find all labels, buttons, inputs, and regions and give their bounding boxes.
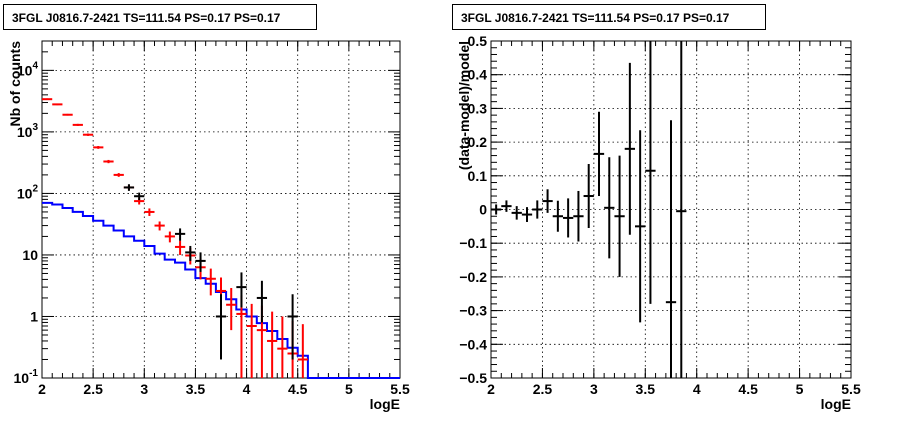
residual-point <box>676 41 687 378</box>
x-tick-label: 4 <box>693 381 701 397</box>
y-tick-label: −0.4 <box>459 336 487 352</box>
y-tick-label: 103 <box>17 122 39 140</box>
y-tick-label: 0.4 <box>468 67 488 83</box>
model-point <box>93 145 104 149</box>
model-point <box>154 221 165 231</box>
model-point <box>205 268 216 296</box>
x-tick-label: 5.5 <box>841 381 861 397</box>
model-point <box>174 240 186 255</box>
residual-point <box>563 198 574 238</box>
data-point <box>123 184 135 191</box>
y-tick-label: 104 <box>17 60 39 78</box>
model-point <box>164 231 175 243</box>
model-point <box>144 208 155 216</box>
residual-point <box>635 130 646 323</box>
x-tick-label: 3 <box>140 381 148 397</box>
model-point <box>236 295 247 378</box>
residual-point <box>542 189 553 213</box>
y-tick-label: 1 <box>30 308 38 324</box>
y-tick-label: 0 <box>479 202 487 218</box>
model-point <box>103 159 114 164</box>
model-point <box>42 98 53 101</box>
model-point <box>82 133 94 136</box>
x-tick-label: 2.5 <box>83 381 103 397</box>
data-point <box>215 294 227 360</box>
residual-point <box>501 200 512 212</box>
data-point <box>195 252 206 272</box>
y-tick-label: 0.2 <box>468 134 488 150</box>
residual-point <box>624 62 635 235</box>
y-tick-label: 0.3 <box>468 100 488 116</box>
residual-point <box>521 207 533 222</box>
residual-point <box>573 190 584 242</box>
model-point <box>277 316 288 378</box>
plot-frame <box>41 40 401 379</box>
left-chart-title: 3FGL J0816.7-2421 TS=111.54 PS=0.17 PS=0… <box>3 4 317 30</box>
model-point <box>226 288 237 331</box>
x-axis-label: logE <box>821 396 851 412</box>
model-point <box>297 324 308 378</box>
y-tick-label: 10 <box>22 247 38 263</box>
y-tick-label: 0.1 <box>468 168 488 184</box>
y-tick-label: −0.5 <box>459 370 487 386</box>
model-point <box>62 113 73 116</box>
x-tick-label: 3 <box>590 381 598 397</box>
x-tick-label: 4 <box>243 381 251 397</box>
x-tick-label: 5.5 <box>390 381 410 397</box>
x-tick-label: 2.5 <box>533 381 553 397</box>
residual-point <box>552 200 563 232</box>
y-tick-label: −0.2 <box>459 269 487 285</box>
residual-point <box>665 120 677 378</box>
x-axis-label: logE <box>370 396 400 412</box>
data-point <box>185 245 196 261</box>
residual-point <box>614 155 625 277</box>
y-tick-label: −0.1 <box>459 235 487 251</box>
x-tick-label: 3.5 <box>186 381 206 397</box>
x-tick-label: 2 <box>487 381 495 397</box>
model-point <box>113 173 124 177</box>
y-axis-label: (data-model)/model <box>456 41 472 170</box>
right-chart-title: 3FGL J0816.7-2421 TS=111.54 PS=0.17 PS=0… <box>452 4 766 30</box>
y-axis-label: Nb of counts <box>7 41 23 127</box>
y-tick-label: 0.5 <box>468 33 488 49</box>
residual-point <box>491 204 502 215</box>
residual-point <box>511 206 522 220</box>
x-tick-label: 2 <box>38 381 46 397</box>
data-point <box>287 294 298 360</box>
x-tick-label: 4.5 <box>288 381 308 397</box>
residual-point <box>583 164 594 229</box>
y-tick-label: 102 <box>17 183 39 201</box>
model-point <box>246 303 257 378</box>
model-point <box>52 103 63 106</box>
data-point <box>134 192 145 201</box>
residual-point <box>645 41 656 304</box>
data-point <box>174 228 186 241</box>
y-tick-label: 10-1 <box>14 368 39 386</box>
x-tick-label: 4.5 <box>738 381 758 397</box>
data-point <box>256 280 268 323</box>
residual-point <box>532 200 543 219</box>
model-point <box>267 311 278 378</box>
x-tick-label: 5 <box>345 381 353 397</box>
data-point <box>236 272 247 308</box>
residual-point <box>604 157 615 259</box>
x-tick-label: 5 <box>796 381 804 397</box>
residual-point <box>593 111 605 197</box>
y-tick-label: −0.3 <box>459 303 487 319</box>
model-point <box>72 123 83 126</box>
x-tick-label: 3.5 <box>636 381 656 397</box>
